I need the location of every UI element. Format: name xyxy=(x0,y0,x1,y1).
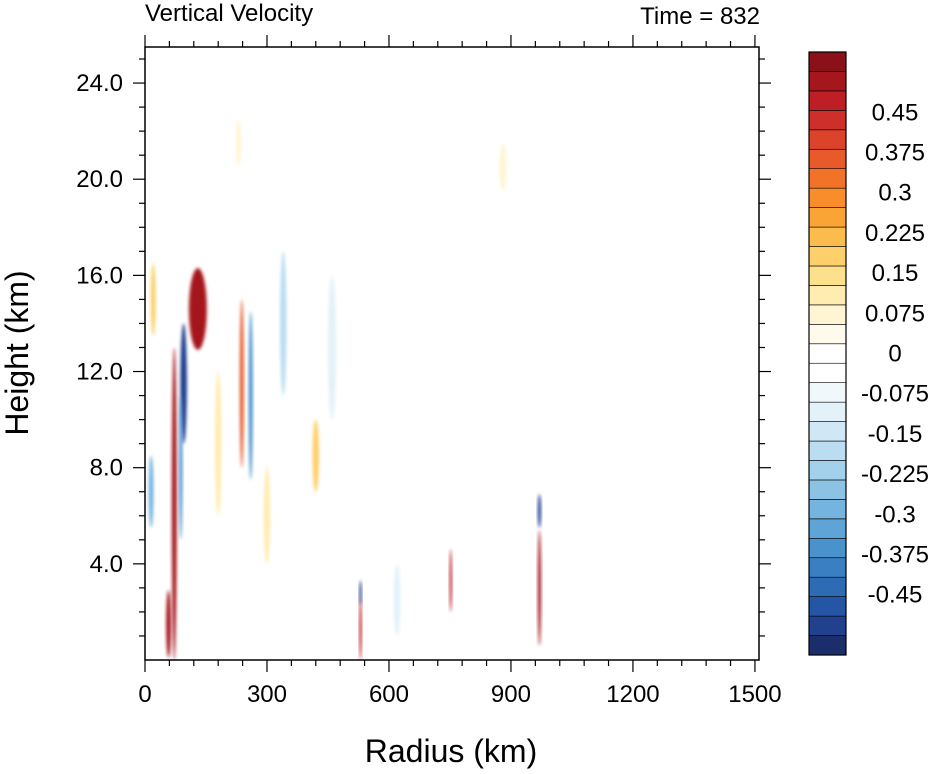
colorbar-frame xyxy=(808,51,847,656)
colorbar-label: -0.225 xyxy=(861,461,929,488)
velocity-cell-18 xyxy=(537,494,542,528)
x-tick-label: 900 xyxy=(491,681,531,708)
axis-ticks: 0 300 600 900 1200 1500 4.0 8.0 12.0 16.0 20.0 24.0 xyxy=(76,35,782,708)
colorbar-swatch xyxy=(808,440,847,461)
y-tick-label: 8.0 xyxy=(90,455,123,482)
velocity-cell-11 xyxy=(279,251,287,396)
velocity-cell-2 xyxy=(171,347,177,660)
colorbar-swatch xyxy=(808,401,847,422)
velocity-cell-8 xyxy=(214,371,222,516)
colorbar-swatch xyxy=(808,226,847,247)
colorbar-swatch xyxy=(808,90,847,111)
colorbar-swatch xyxy=(808,110,847,131)
colorbar-label: -0.075 xyxy=(861,381,929,408)
y-tick-label: 24.0 xyxy=(76,70,123,97)
velocity-cell-13 xyxy=(263,467,271,564)
colorbar-label: 0 xyxy=(888,341,901,368)
colorbar-swatch xyxy=(808,362,847,383)
x-axis-title: Radius (km) xyxy=(365,733,537,769)
x-tick-label: 600 xyxy=(369,681,409,708)
colorbar-label: -0.15 xyxy=(868,421,923,448)
x-tick-label: 0 xyxy=(138,681,151,708)
chart-title: Vertical Velocity xyxy=(145,0,313,27)
colorbar-swatch xyxy=(808,382,847,403)
velocity-cell-15 xyxy=(359,580,362,605)
velocity-cell-5 xyxy=(179,395,183,540)
y-tick-label: 16.0 xyxy=(76,262,123,289)
x-tick-label: 1200 xyxy=(606,681,659,708)
colorbar-swatch xyxy=(808,537,847,559)
colorbar-label: 0.375 xyxy=(865,140,925,167)
velocity-cell-10 xyxy=(150,263,156,336)
y-tick-label: 12.0 xyxy=(76,359,123,386)
y-axis-title: Height (km) xyxy=(0,270,35,435)
plot-frame xyxy=(144,46,760,661)
plot-area xyxy=(145,47,759,660)
colorbar-swatch xyxy=(808,246,847,267)
velocity-cell-9 xyxy=(148,455,154,528)
colorbar-swatch xyxy=(808,148,847,170)
velocity-cell-16 xyxy=(449,549,452,612)
chart-subtitle: Time = 832 xyxy=(640,3,760,30)
colorbar-swatch xyxy=(808,265,847,286)
colorbar-label: -0.375 xyxy=(861,542,929,569)
colorbar-swatch xyxy=(808,207,847,228)
colorbar-swatch xyxy=(808,168,847,189)
velocity-cell-20 xyxy=(236,119,241,168)
colorbar-label: 0.3 xyxy=(878,180,911,207)
colorbar-swatch xyxy=(808,187,847,208)
colorbar-label: -0.3 xyxy=(874,501,915,528)
colorbar-swatch xyxy=(808,635,847,656)
colorbar-swatch xyxy=(808,343,847,364)
x-tick-label: 1500 xyxy=(728,681,781,708)
colorbar-swatch xyxy=(808,615,847,636)
velocity-field xyxy=(148,119,542,660)
colorbar-label: 0.225 xyxy=(865,220,925,247)
colorbar-swatch xyxy=(808,304,847,325)
colorbar-swatch xyxy=(808,460,847,481)
velocity-cell-4 xyxy=(180,323,187,444)
velocity-cell-12 xyxy=(312,419,320,492)
velocity-cell-7 xyxy=(248,311,253,480)
x-tick-label: 300 xyxy=(247,681,287,708)
velocity-cell-6 xyxy=(239,299,244,468)
colorbar-label: 0.45 xyxy=(872,99,919,126)
colorbar-swatch xyxy=(808,71,847,92)
colorbar-swatch xyxy=(808,557,847,578)
velocity-cell-21 xyxy=(499,143,507,192)
colorbar-swatch xyxy=(808,51,847,72)
velocity-cell-19 xyxy=(327,275,337,420)
colorbar-swatch xyxy=(808,596,847,617)
velocity-cell-1 xyxy=(188,268,207,350)
colorbar-swatch xyxy=(808,421,847,442)
colorbar-label: 0.075 xyxy=(865,300,925,327)
velocity-cell-14 xyxy=(359,597,362,660)
velocity-cell-17 xyxy=(537,530,542,646)
colorbar-label: -0.45 xyxy=(868,582,923,609)
y-tick-label: 4.0 xyxy=(90,551,123,578)
colorbar-swatch xyxy=(808,499,847,520)
colorbar: 0.45 0.375 0.3 0.225 0.15 0.075 0 -0.075 -0.15 -0… xyxy=(808,51,929,656)
colorbar-label: 0.15 xyxy=(872,260,919,287)
colorbar-swatch xyxy=(808,576,847,597)
colorbar-swatch xyxy=(808,518,847,539)
y-tick-label: 20.0 xyxy=(76,166,123,193)
velocity-cell-22 xyxy=(393,563,401,636)
colorbar-swatch xyxy=(808,285,847,306)
colorbar-swatch xyxy=(808,479,847,500)
velocity-cell-3 xyxy=(166,590,172,658)
colorbar-swatch xyxy=(808,129,847,150)
colorbar-swatch xyxy=(808,324,847,345)
